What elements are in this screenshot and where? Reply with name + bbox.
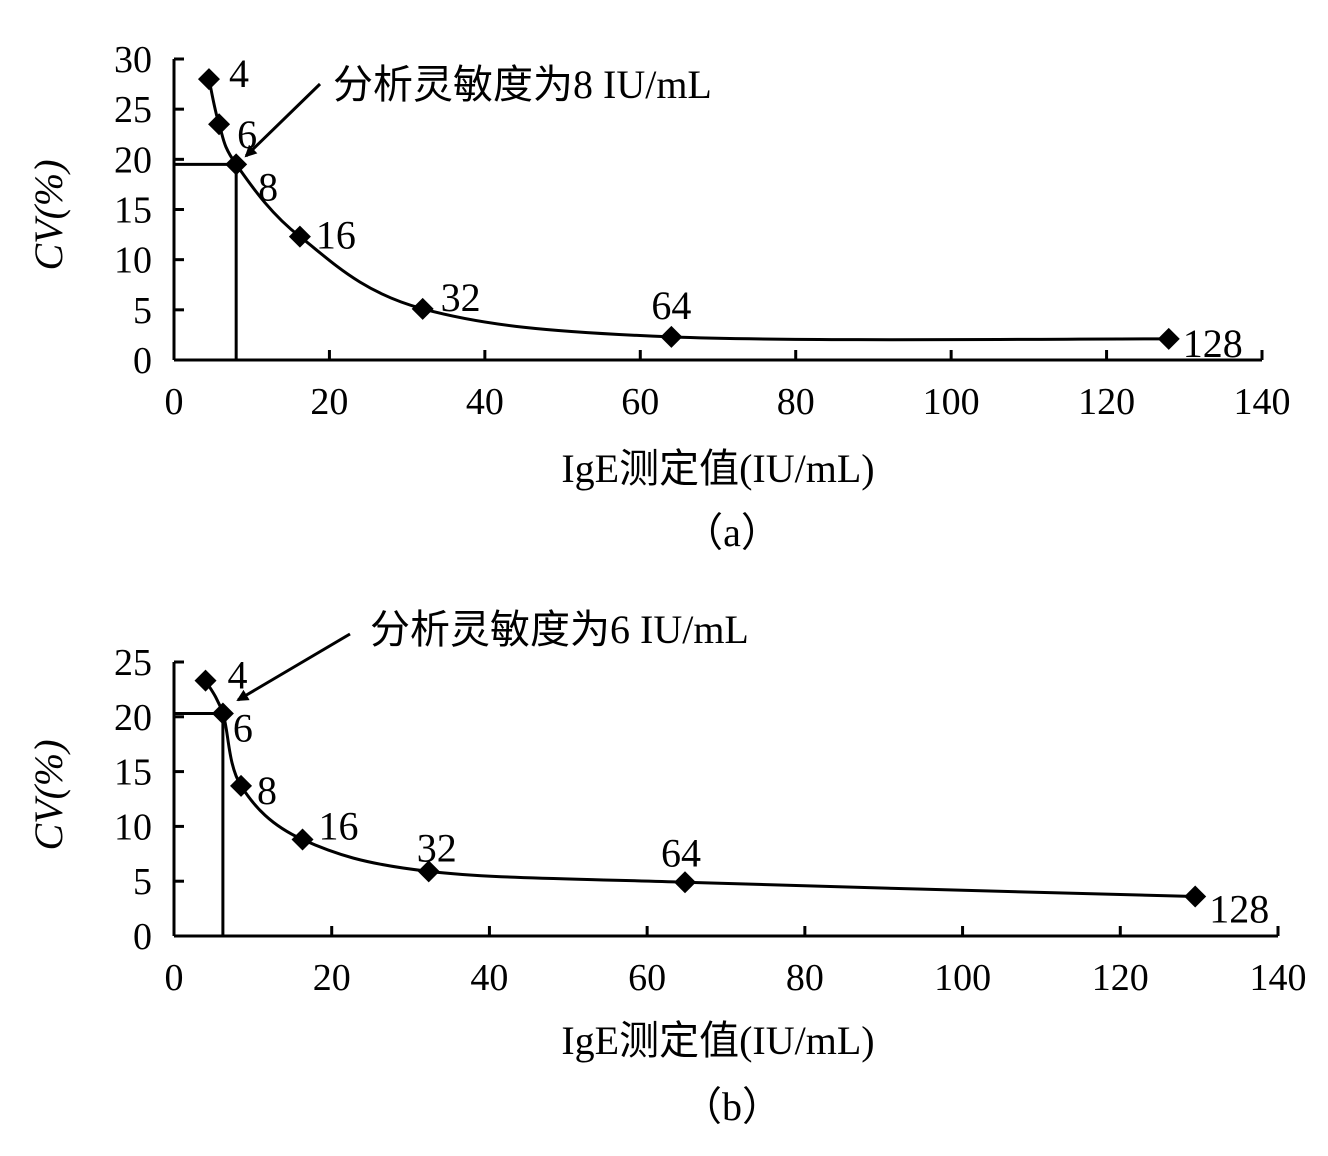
data-point-diamond	[411, 297, 434, 320]
data-point-diamond	[660, 325, 683, 348]
chart-b: 0 5 10 15 20 25 0 20 40 60 80 100 120 140 4 68 16 32 64 1…	[26, 607, 1307, 1129]
x-tick-label: 80	[786, 957, 824, 999]
data-point-diamond	[194, 669, 217, 692]
data-label: 4	[228, 653, 248, 698]
data-point-diamond	[673, 871, 696, 894]
x-tick-label: 100	[923, 381, 980, 423]
data-label: 16	[319, 804, 359, 849]
y-tick-label: 20	[114, 139, 152, 181]
y-tick-label: 0	[133, 340, 152, 382]
data-label: 6	[237, 112, 257, 157]
data-point-diamond	[208, 113, 231, 136]
x-tick-label: 120	[1078, 381, 1135, 423]
data-points	[197, 68, 1180, 350]
data-label: 64	[661, 830, 701, 875]
chart-a: 0 5 10 15 20 25 30 0 20 40 60 80 100 120 140 4 68 16 32 6…	[26, 39, 1291, 555]
x-tick-label: 100	[934, 957, 991, 999]
x-tick-label: 40	[470, 957, 508, 999]
x-axis-title: IgE测定值(IU/mL)	[561, 446, 874, 491]
data-label: 16	[316, 213, 356, 258]
sensitivity-reference-lines	[174, 162, 238, 360]
data-label: 32	[417, 825, 457, 870]
data-point-diamond	[288, 225, 311, 248]
x-tick-label: 20	[310, 381, 348, 423]
x-tick-label: 20	[313, 957, 351, 999]
data-point-diamond	[1157, 327, 1180, 350]
y-tick-label: 20	[114, 697, 152, 739]
x-tick-label: 120	[1092, 957, 1149, 999]
data-label: 32	[441, 275, 481, 320]
data-points	[194, 669, 1207, 908]
x-tick-label: 60	[621, 381, 659, 423]
x-tick-label: 140	[1234, 381, 1291, 423]
data-label: 4	[229, 51, 249, 96]
x-tick-label: 0	[165, 957, 184, 999]
data-label: 8	[257, 768, 277, 813]
annotation-text: 分析灵敏度为6 IU/mL	[370, 607, 749, 652]
y-tick-label: 10	[114, 806, 152, 848]
data-point-diamond	[225, 153, 248, 176]
x-tick-label: 80	[777, 381, 815, 423]
x-axis-ticks: 0 20 40 60 80 100 120 140	[165, 926, 1307, 999]
data-label: 128	[1209, 887, 1269, 932]
y-tick-label: 25	[114, 89, 152, 131]
sensitivity-reference-lines	[174, 712, 225, 936]
x-tick-label: 60	[628, 957, 666, 999]
data-point-diamond	[291, 828, 314, 851]
data-label: 6	[233, 706, 253, 751]
x-tick-label: 140	[1250, 957, 1307, 999]
y-tick-label: 15	[114, 190, 152, 232]
caption: （a）	[683, 510, 781, 555]
data-labels: 4 68 16 32 64 128	[229, 51, 1243, 366]
annotation-arrow	[244, 82, 322, 158]
x-tick-label: 0	[165, 381, 184, 423]
y-tick-label: 25	[114, 642, 152, 684]
trend-curve	[207, 78, 1169, 342]
data-label: 128	[1183, 321, 1243, 366]
y-tick-label: 5	[133, 861, 152, 903]
data-label: 64	[651, 283, 691, 328]
y-tick-label: 10	[114, 240, 152, 282]
annotation-arrow	[236, 632, 351, 702]
y-tick-label: 5	[133, 290, 152, 332]
y-axis-ticks: 0 5 10 15 20 25	[114, 642, 184, 958]
data-point-diamond	[417, 860, 440, 883]
data-label: 8	[258, 164, 278, 209]
y-axis-title: CV(%)	[26, 739, 71, 850]
y-axis-ticks: 0 5 10 15 20 25 30	[114, 39, 184, 382]
annotation-text: 分析灵敏度为8 IU/mL	[333, 62, 712, 107]
caption: （b）	[682, 1084, 782, 1129]
x-tick-label: 40	[466, 381, 504, 423]
data-point-diamond	[197, 68, 220, 91]
y-tick-label: 0	[133, 916, 152, 958]
data-point-diamond	[211, 702, 234, 725]
y-tick-label: 15	[114, 752, 152, 794]
y-tick-label: 30	[114, 39, 152, 81]
data-labels: 4 68 16 32 64 128	[228, 653, 1270, 932]
x-axis-title: IgE测定值(IU/mL)	[561, 1018, 874, 1063]
x-axis-ticks: 0 20 40 60 80 100 120 140	[165, 350, 1291, 423]
data-point-diamond	[1184, 885, 1207, 908]
y-axis-title: CV(%)	[26, 159, 71, 270]
data-point-diamond	[230, 774, 253, 797]
trend-curve-path	[207, 78, 1169, 342]
